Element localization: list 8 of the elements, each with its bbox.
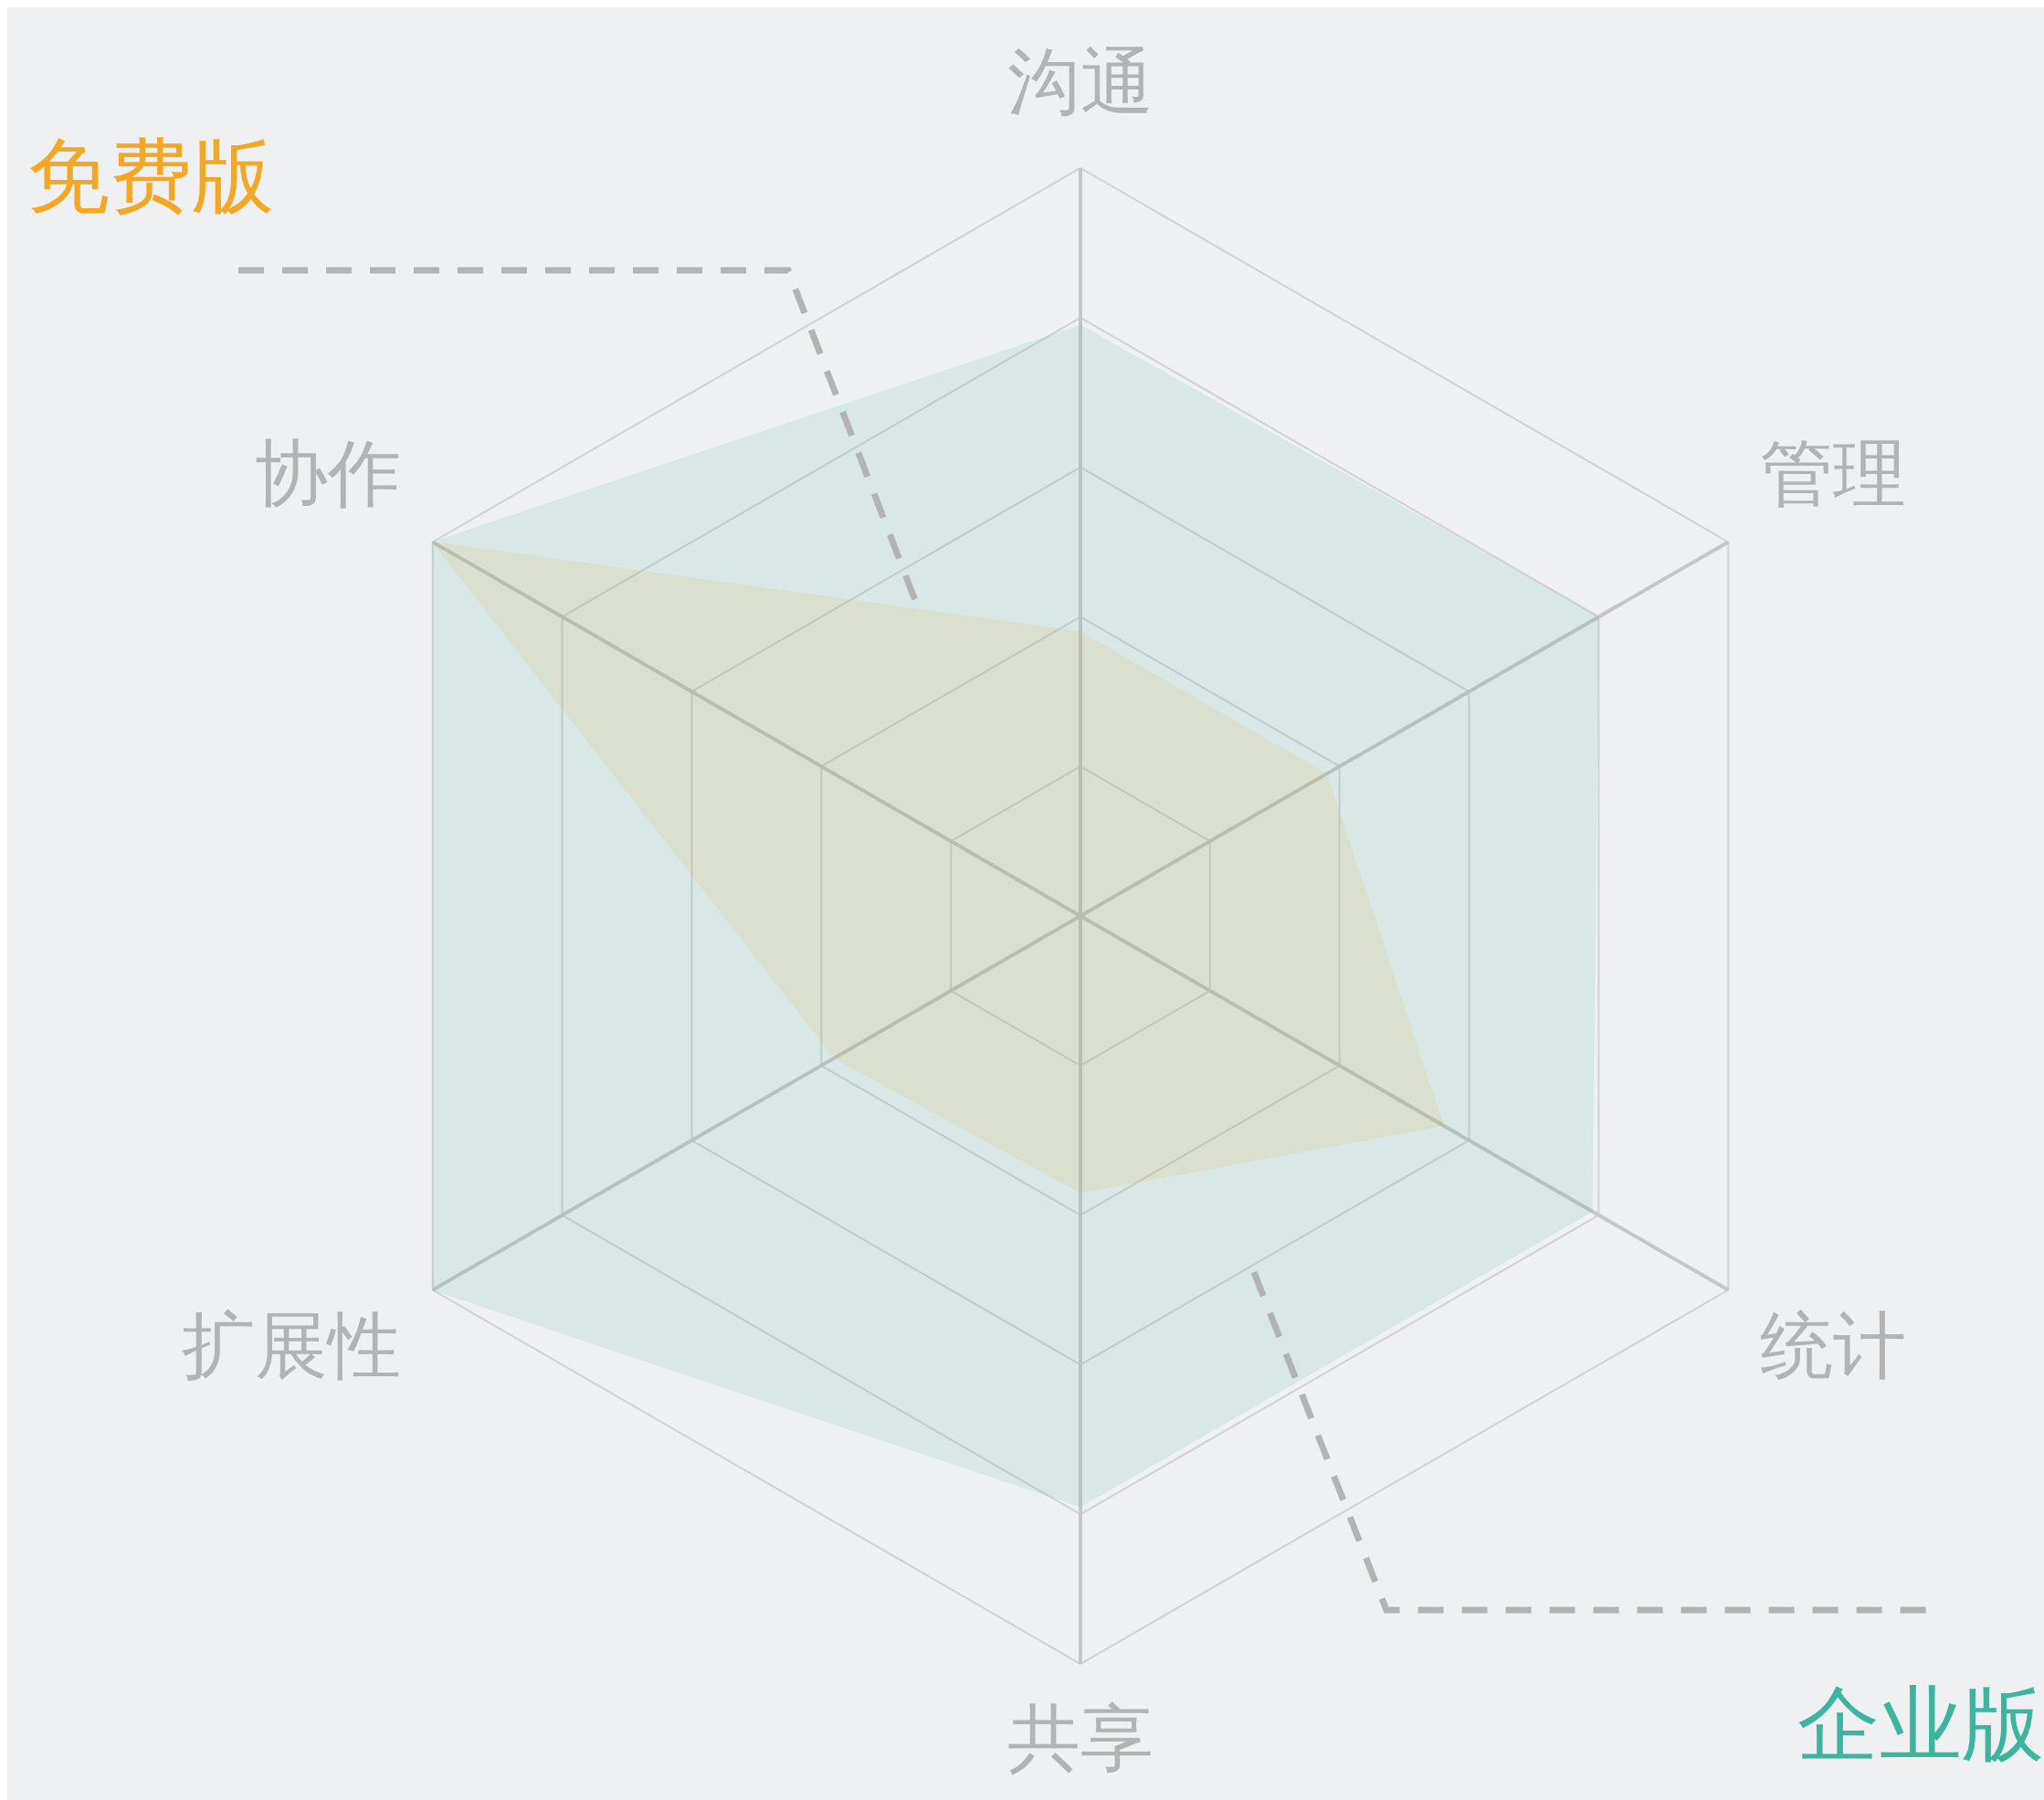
spoke-label: 沟通 (1007, 38, 1154, 124)
spoke-label: 扩展性 (182, 1303, 402, 1389)
spoke-label: 共享 (1007, 1695, 1154, 1781)
text: 企业版 (1797, 1675, 2044, 1774)
spoke-label: 管理 (1759, 431, 1906, 517)
spoke-label: 协作 (255, 431, 402, 517)
spoke-label: 统计 (1759, 1303, 1906, 1389)
text: 免费版 (27, 127, 274, 226)
